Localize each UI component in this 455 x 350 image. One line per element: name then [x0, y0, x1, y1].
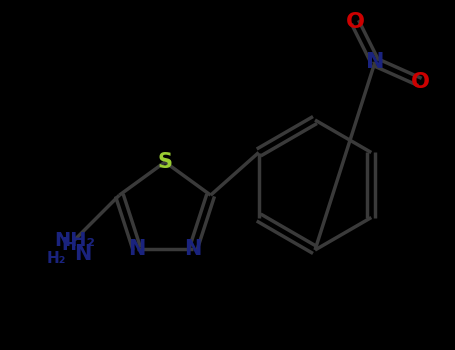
- Text: N: N: [128, 239, 146, 259]
- Text: N: N: [185, 239, 202, 259]
- Text: O: O: [410, 72, 430, 92]
- Text: N: N: [74, 244, 91, 264]
- Text: NH₂: NH₂: [54, 231, 95, 250]
- Text: O: O: [345, 12, 364, 32]
- Text: H: H: [62, 236, 77, 254]
- Text: H₂: H₂: [47, 251, 66, 266]
- Text: N: N: [366, 52, 384, 72]
- Text: S: S: [157, 152, 172, 172]
